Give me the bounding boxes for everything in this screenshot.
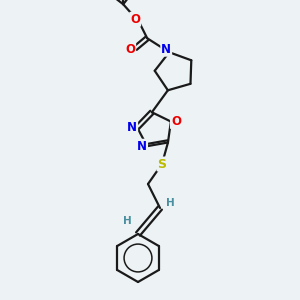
Text: N: N [127, 121, 137, 134]
Text: O: O [171, 115, 181, 128]
Text: O: O [130, 13, 140, 26]
Text: O: O [125, 43, 135, 56]
Text: H: H [166, 198, 174, 208]
Text: H: H [123, 216, 131, 226]
Text: N: N [137, 140, 147, 153]
Text: S: S [158, 158, 166, 170]
Text: N: N [161, 43, 171, 56]
